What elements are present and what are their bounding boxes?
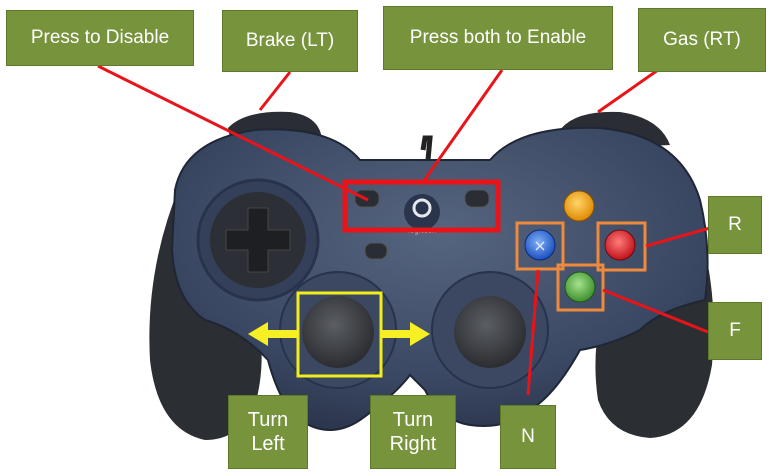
n-label: N <box>500 405 556 469</box>
right-analog-stick <box>454 296 526 368</box>
turn-left-line1: Turn <box>248 408 288 432</box>
turn-right-line2: Right <box>390 432 437 456</box>
press-both-to-enable-label: Press both to Enable <box>383 6 613 70</box>
callout-line-brake <box>260 72 290 110</box>
brake-label: Brake (LT) <box>222 10 358 72</box>
start-button <box>465 190 489 207</box>
turn-right-line1: Turn <box>393 408 433 432</box>
callout-line-gas <box>598 70 658 112</box>
gas-label: Gas (RT) <box>638 8 766 72</box>
svg-text:×: × <box>533 236 546 255</box>
y-button <box>564 191 594 221</box>
turn-left-line2: Left <box>251 432 284 456</box>
left-analog-stick <box>302 296 374 368</box>
cable <box>423 138 430 160</box>
r-label: R <box>708 196 762 254</box>
f-label: F <box>708 302 762 360</box>
turn-right-label: Turn Right <box>370 395 456 469</box>
turn-left-label: Turn Left <box>228 395 308 469</box>
press-to-disable-label: Press to Disable <box>6 10 194 66</box>
b-button <box>605 230 635 260</box>
a-button <box>565 272 595 302</box>
mode-button <box>365 243 387 259</box>
